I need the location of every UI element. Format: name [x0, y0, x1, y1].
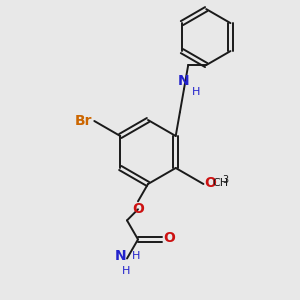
Text: 3: 3 [222, 175, 229, 185]
Text: Br: Br [75, 114, 92, 128]
Text: N: N [178, 74, 190, 88]
Text: H: H [192, 87, 200, 97]
Text: H: H [132, 251, 140, 262]
Text: O: O [163, 231, 175, 245]
Text: H: H [122, 266, 130, 277]
Text: O: O [132, 202, 144, 216]
Text: CH: CH [212, 178, 229, 188]
Text: N: N [114, 250, 126, 263]
Text: O: O [204, 176, 216, 190]
